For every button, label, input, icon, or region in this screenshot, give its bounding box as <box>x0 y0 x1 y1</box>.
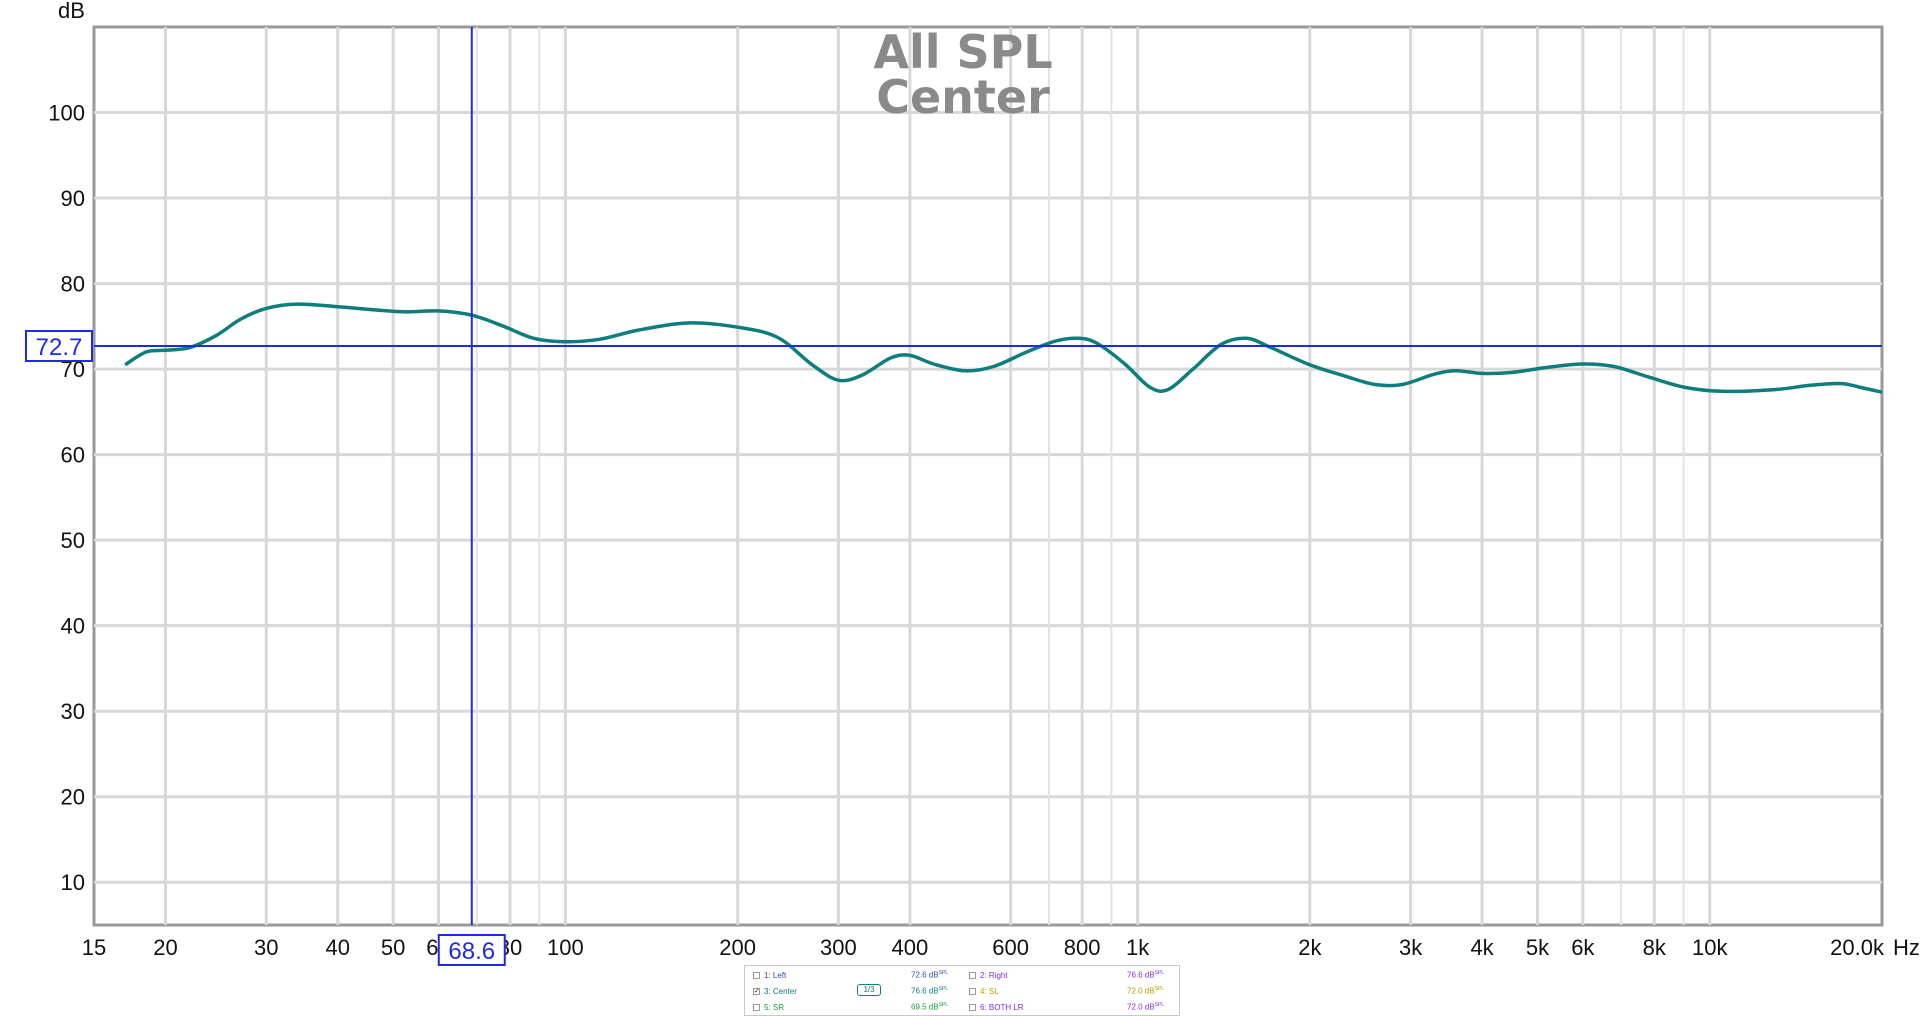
legend-item-name: 3: Center <box>764 986 797 996</box>
legend-item[interactable]: 2: Right <box>969 969 1008 981</box>
cursor-x-readout-box <box>437 934 506 966</box>
x-tick-label: 4k <box>1470 935 1494 960</box>
legend-checkbox[interactable] <box>753 971 760 979</box>
x-tick-label: 8k <box>1643 935 1667 960</box>
y-tick-label: 100 <box>48 101 85 126</box>
legend-panel: 1: Left 72.6 dBSPL 2: Right 76.6 dBSPL ✓ 3: C… <box>744 965 1180 1016</box>
x-tick-label: 20 <box>153 935 177 960</box>
x-axis-unit: Hz <box>1893 935 1920 960</box>
y-tick-label: 30 <box>61 699 85 724</box>
legend-value-suffix: SPL <box>1154 986 1165 992</box>
cursor-x-readout: 68.6 <box>448 938 495 965</box>
x-tick-label: 5k <box>1526 935 1550 960</box>
legend-checkbox[interactable] <box>753 1003 760 1011</box>
legend-value-suffix: SPL <box>1154 1002 1165 1008</box>
x-tick-label: 200 <box>719 935 756 960</box>
legend-item-name: 2: Right <box>980 970 1008 980</box>
legend-checkbox[interactable] <box>969 971 976 979</box>
legend-value-suffix: SPL <box>1154 970 1165 976</box>
x-tick-label: 600 <box>992 935 1029 960</box>
legend-item-value: 76.6 dBSPL <box>1127 970 1165 980</box>
x-tick-label: 100 <box>547 935 584 960</box>
legend-item-name: 6: BOTH LR <box>980 1002 1024 1012</box>
legend-checkbox[interactable] <box>969 1003 976 1011</box>
x-tick-label: 40 <box>325 935 349 960</box>
cursor-y-readout-box <box>25 330 93 363</box>
x-tick-label: 1k <box>1126 935 1150 960</box>
x-tick-label: 6k <box>1571 935 1595 960</box>
y-tick-label: 90 <box>61 186 85 211</box>
x-tick-label: 20.0k <box>1830 935 1885 960</box>
cursor[interactable]: 72.7 68.6 <box>25 27 1882 966</box>
legend-item-value: 69.5 dBSPL <box>911 1002 949 1012</box>
y-tick-label: 40 <box>61 614 85 639</box>
x-tick-labels: 152030405060801002003004006008001k2k3k4k… <box>82 935 1885 960</box>
grid-lines <box>94 27 1882 925</box>
legend-item-name: 4: SL <box>980 986 999 996</box>
legend-item[interactable]: ✓ 3: Center <box>753 985 797 997</box>
legend-item-value: 72.6 dBSPL <box>911 970 949 980</box>
x-tick-label: 10k <box>1692 935 1728 960</box>
chart-title-line-1: All SPL <box>873 25 1052 79</box>
chart-title-line-2: Center <box>876 70 1050 124</box>
legend-checkbox[interactable]: ✓ <box>753 987 760 995</box>
x-tick-label: 400 <box>892 935 929 960</box>
legend-item[interactable]: 5: SR <box>753 1001 784 1013</box>
legend-item[interactable]: 1: Left <box>753 969 786 981</box>
legend-item-name: 5: SR <box>764 1002 785 1012</box>
y-tick-label: 60 <box>61 443 85 468</box>
x-tick-label: 3k <box>1399 935 1423 960</box>
legend-item-name: 1: Left <box>764 970 787 980</box>
legend-value-suffix: SPL <box>938 970 949 976</box>
x-tick-label: 15 <box>82 935 106 960</box>
x-tick-label: 2k <box>1298 935 1322 960</box>
x-tick-label: 300 <box>820 935 857 960</box>
x-tick-label: 800 <box>1064 935 1101 960</box>
legend-value-suffix: SPL <box>938 1002 949 1008</box>
legend-item-value: 76.6 dBSPL <box>911 986 949 996</box>
x-tick-label: 30 <box>254 935 278 960</box>
smoothing-indicator[interactable]: 1/3 <box>857 984 881 996</box>
y-tick-label: 20 <box>61 785 85 810</box>
legend-checkbox[interactable] <box>969 987 976 995</box>
series-group <box>124 302 1883 394</box>
legend-item-value: 72.0 dBSPL <box>1127 1002 1165 1012</box>
cursor-y-readout: 72.7 <box>36 334 83 361</box>
y-tick-label: 80 <box>61 272 85 297</box>
legend-item[interactable]: 4: SL <box>969 985 999 997</box>
legend-value-suffix: SPL <box>938 986 949 992</box>
legend-item[interactable]: 6: BOTH LR <box>969 1001 1024 1013</box>
y-axis-unit: dB <box>58 0 85 23</box>
y-tick-label: 50 <box>61 528 85 553</box>
legend-item-value: 72.0 dBSPL <box>1127 986 1165 996</box>
y-tick-label: 10 <box>61 870 85 895</box>
plot-frame <box>92 25 1884 927</box>
series-line-center <box>124 302 1883 394</box>
x-tick-label: 50 <box>381 935 405 960</box>
